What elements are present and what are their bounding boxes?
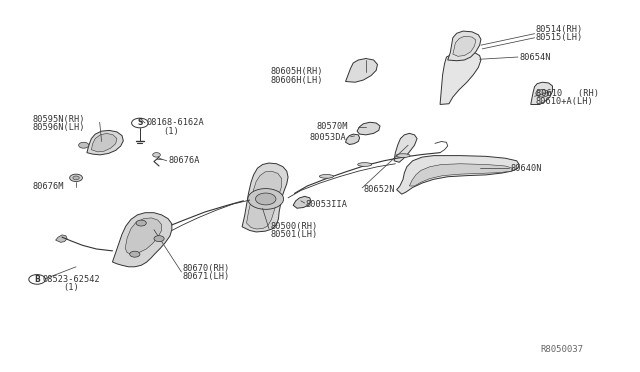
Polygon shape <box>293 196 311 208</box>
Polygon shape <box>92 134 117 152</box>
Text: R8050037: R8050037 <box>540 345 583 354</box>
Text: (1): (1) <box>164 126 179 136</box>
Text: (1): (1) <box>63 283 79 292</box>
Text: 80605H(RH): 80605H(RH) <box>270 67 323 76</box>
Circle shape <box>248 189 284 209</box>
Text: 80606H(LH): 80606H(LH) <box>270 76 323 84</box>
Text: 80596N(LH): 80596N(LH) <box>33 123 85 132</box>
Circle shape <box>130 251 140 257</box>
Circle shape <box>154 235 164 241</box>
Polygon shape <box>410 164 513 186</box>
Text: 08523-62542: 08523-62542 <box>42 275 100 284</box>
Text: 80501(LH): 80501(LH) <box>270 230 317 240</box>
Polygon shape <box>125 218 162 254</box>
Circle shape <box>79 142 89 148</box>
Polygon shape <box>242 163 288 232</box>
Text: 80053DA: 80053DA <box>309 133 346 142</box>
Text: 80610   (RH): 80610 (RH) <box>536 89 599 98</box>
Circle shape <box>255 193 276 205</box>
Text: 80654N: 80654N <box>519 52 551 61</box>
Text: 80500(RH): 80500(RH) <box>270 222 317 231</box>
Text: 80671(LH): 80671(LH) <box>182 272 230 281</box>
Text: B: B <box>34 275 40 284</box>
Text: 80595N(RH): 80595N(RH) <box>33 115 85 124</box>
Text: 80515(LH): 80515(LH) <box>536 33 583 42</box>
Circle shape <box>70 174 83 182</box>
Polygon shape <box>394 134 417 162</box>
Text: 80670(RH): 80670(RH) <box>182 264 230 273</box>
Text: 80570M: 80570M <box>317 122 348 131</box>
Polygon shape <box>246 171 282 229</box>
Circle shape <box>73 176 79 180</box>
Text: 80640N: 80640N <box>510 164 542 173</box>
Polygon shape <box>440 52 481 105</box>
Text: 80514(RH): 80514(RH) <box>536 25 583 34</box>
Polygon shape <box>453 36 476 56</box>
Text: 80676M: 80676M <box>33 182 64 191</box>
Circle shape <box>153 153 161 157</box>
Polygon shape <box>397 155 519 194</box>
Polygon shape <box>87 131 124 155</box>
Ellipse shape <box>358 163 372 166</box>
Circle shape <box>536 90 548 97</box>
Circle shape <box>136 220 147 226</box>
Text: 80676A: 80676A <box>168 156 200 165</box>
Polygon shape <box>346 58 378 82</box>
Ellipse shape <box>319 174 333 178</box>
Text: 80652N: 80652N <box>364 185 395 194</box>
Text: 08168-6162A: 08168-6162A <box>147 119 204 128</box>
Text: 80610+A(LH): 80610+A(LH) <box>536 97 594 106</box>
Polygon shape <box>357 122 380 135</box>
Ellipse shape <box>396 154 410 157</box>
Polygon shape <box>346 134 360 144</box>
Polygon shape <box>56 235 67 242</box>
Polygon shape <box>448 31 481 61</box>
Text: 80053IIA: 80053IIA <box>306 200 348 209</box>
Polygon shape <box>113 213 172 267</box>
Text: S: S <box>137 119 143 128</box>
Polygon shape <box>531 82 552 105</box>
